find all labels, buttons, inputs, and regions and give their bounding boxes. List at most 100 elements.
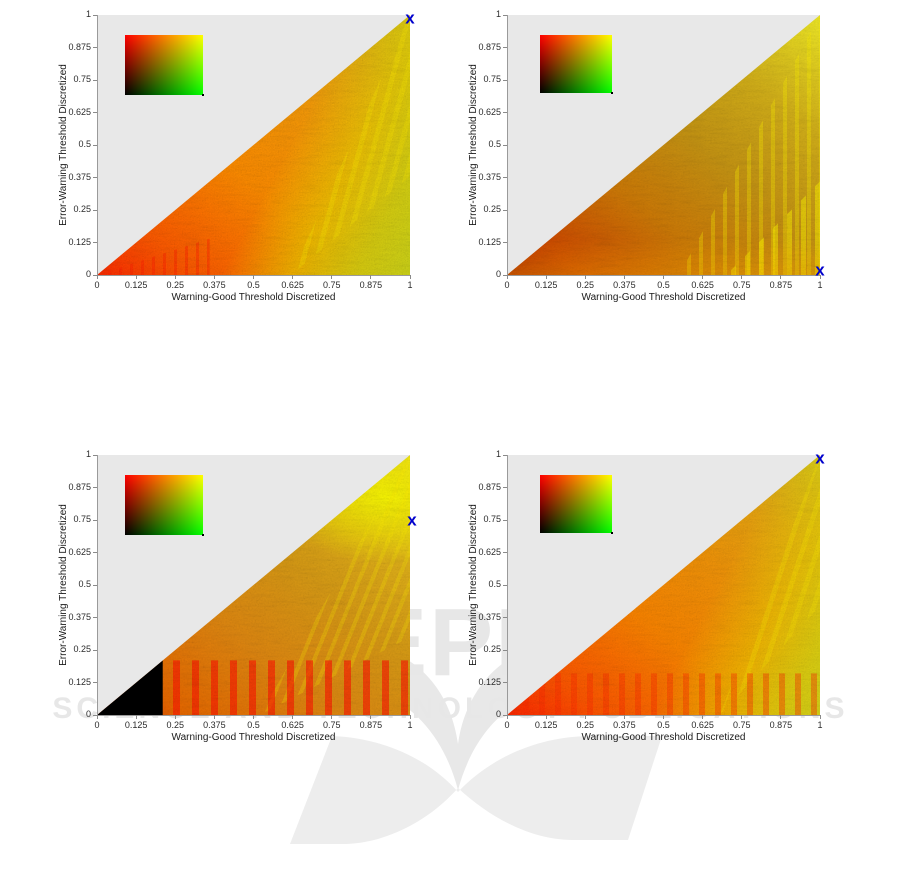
x-tick-label: 0 <box>504 280 510 290</box>
x-tick-label: 0.375 <box>203 280 226 290</box>
panel-bottom-right: x Warning-Good Threshold Discretized Err… <box>450 440 901 750</box>
x-tick-label: 1 <box>817 280 823 290</box>
y-tick-label: 1 <box>85 9 91 19</box>
y-tick-label: 0.25 <box>73 644 91 654</box>
y-axis-line <box>97 15 98 275</box>
y-tick <box>93 584 97 586</box>
y-tick-label: 0.25 <box>483 644 501 654</box>
colour-key-inset <box>125 475 204 536</box>
y-axis-line <box>507 15 508 275</box>
y-tick-label: 0.25 <box>73 204 91 214</box>
y-axis-line <box>97 455 98 715</box>
y-tick <box>503 177 507 178</box>
legend-corner-dot <box>611 92 613 94</box>
x-tick-label: 0.625 <box>281 280 304 290</box>
y-tick-label: 0.125 <box>478 676 501 687</box>
x-tick <box>584 715 586 719</box>
y-tick-label: 0.125 <box>68 236 91 247</box>
y-tick-label: 0 <box>85 269 91 279</box>
x-tick-label: 0.25 <box>166 280 185 290</box>
x-tick <box>331 275 333 279</box>
x-axis-title: Warning-Good Threshold Discretized <box>171 292 336 303</box>
y-tick-label: 0.5 <box>78 139 91 149</box>
x-axis-title: Warning-Good Threshold Discretized <box>581 292 746 303</box>
x-tick-label: 1 <box>407 280 413 290</box>
optimum-marker[interactable]: x <box>405 8 415 28</box>
x-tick-label: 0.75 <box>322 280 341 290</box>
y-tick <box>503 47 507 48</box>
x-tick <box>174 275 176 279</box>
y-tick-label: 0.75 <box>483 514 501 524</box>
x-tick-label: 1 <box>407 720 413 730</box>
x-tick-label: 0.75 <box>732 720 751 730</box>
x-tick-label: 0.125 <box>124 720 148 730</box>
x-tick-label: 0.875 <box>359 720 383 730</box>
optimum-marker[interactable]: x <box>815 260 825 280</box>
x-tick-label: 0.375 <box>203 720 226 730</box>
x-tick <box>623 275 625 279</box>
x-tick-label: 0.5 <box>247 280 260 290</box>
x-tick <box>741 715 743 719</box>
x-axis-title: Warning-Good Threshold Discretized <box>171 732 336 743</box>
x-tick-label: 0 <box>94 720 100 730</box>
x-tick-label: 0.5 <box>657 280 670 290</box>
x-tick <box>741 275 743 279</box>
y-tick <box>503 454 507 456</box>
y-tick <box>93 177 97 178</box>
y-tick <box>503 274 507 276</box>
x-tick <box>780 275 782 279</box>
x-tick-label: 1 <box>817 720 823 730</box>
plot-area-top-left[interactable] <box>97 15 410 275</box>
legend-corner-dot <box>611 532 613 534</box>
y-tick <box>93 617 97 618</box>
y-tick <box>93 242 97 243</box>
x-tick <box>409 715 411 719</box>
x-tick-label: 0 <box>94 280 100 290</box>
y-tick-label: 0.375 <box>68 611 91 622</box>
y-tick-label: 0.625 <box>68 546 91 557</box>
y-tick-label: 0.875 <box>68 41 91 52</box>
y-tick-label: 0.625 <box>68 106 91 117</box>
x-axis-title: Warning-Good Threshold Discretized <box>581 732 746 743</box>
colour-key-inset <box>125 35 204 96</box>
x-tick-label: 0.75 <box>322 720 341 730</box>
y-tick <box>93 714 97 716</box>
y-tick <box>503 14 507 16</box>
optimum-marker[interactable]: x <box>815 448 825 468</box>
x-tick <box>545 275 547 279</box>
y-tick-label: 1 <box>85 449 91 459</box>
y-tick-label: 0.875 <box>68 481 91 492</box>
x-tick <box>174 715 176 719</box>
colour-key-inset <box>540 35 613 94</box>
x-tick-label: 0.25 <box>576 720 595 730</box>
y-tick <box>93 144 97 146</box>
x-tick <box>96 715 98 719</box>
y-tick-label: 0.875 <box>478 41 501 52</box>
x-tick <box>545 715 547 719</box>
panel-top-right: x Warning-Good Threshold Discretized Err… <box>450 0 901 310</box>
y-tick <box>93 14 97 16</box>
x-tick-label: 0.25 <box>576 280 595 290</box>
optimum-marker[interactable]: x <box>407 510 417 530</box>
y-tick <box>503 79 507 81</box>
x-tick-label: 0.375 <box>613 280 636 290</box>
x-tick-label: 0.875 <box>769 720 793 730</box>
y-tick <box>93 519 97 521</box>
x-tick <box>409 275 411 279</box>
x-tick <box>213 715 215 719</box>
y-tick-label: 0.25 <box>483 204 501 214</box>
legend-corner-dot <box>202 534 204 536</box>
x-tick <box>780 715 782 719</box>
x-tick-label: 0.125 <box>124 280 148 290</box>
x-tick-label: 0.875 <box>769 280 793 290</box>
x-tick-label: 0.875 <box>359 280 383 290</box>
y-tick-label: 0.125 <box>68 676 91 687</box>
y-tick <box>503 519 507 521</box>
colour-key-inset <box>540 475 613 534</box>
y-tick-label: 0.375 <box>68 171 91 182</box>
y-tick-label: 0.375 <box>478 611 501 622</box>
y-tick <box>503 209 507 211</box>
x-tick <box>370 715 372 719</box>
y-tick <box>93 47 97 48</box>
y-tick-label: 0 <box>85 709 91 719</box>
